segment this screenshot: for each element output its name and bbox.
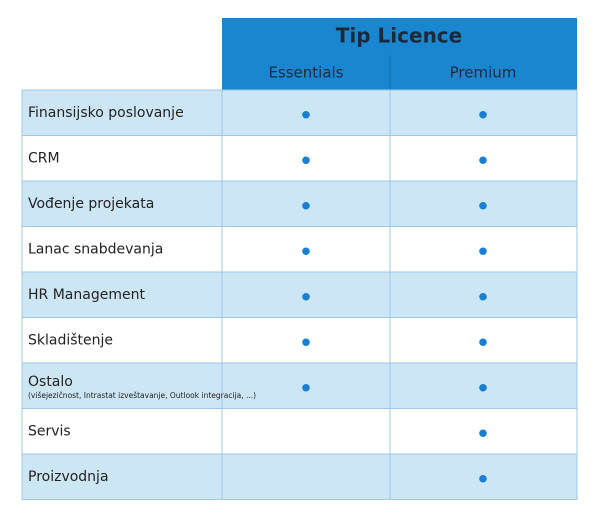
included-dot xyxy=(479,247,487,256)
row-background xyxy=(21,408,578,455)
row-background xyxy=(21,362,578,409)
included-dot xyxy=(479,474,487,483)
row-label: CRM xyxy=(28,150,60,166)
included-dot xyxy=(302,338,310,347)
row-label-main: Ostalo xyxy=(28,374,73,390)
included-dot xyxy=(302,383,310,392)
row-label: Lanac snabdevanja xyxy=(28,241,163,257)
included-dot xyxy=(479,110,487,119)
included-dot xyxy=(479,156,487,165)
row-label: Proizvodnja xyxy=(28,469,109,485)
included-dot xyxy=(302,110,310,119)
included-dot xyxy=(302,292,310,301)
included-dot xyxy=(479,292,487,301)
included-dot xyxy=(479,201,487,210)
included-dot xyxy=(479,383,487,392)
included-dot xyxy=(302,201,310,210)
column-header: Essentials xyxy=(268,64,343,82)
row-label: Vođenje projekata xyxy=(28,196,154,212)
included-dot xyxy=(302,156,310,165)
row-label: Ostalo xyxy=(28,374,73,390)
row-background xyxy=(21,135,578,182)
header-band xyxy=(222,18,577,90)
included-dot xyxy=(479,429,487,438)
included-dot xyxy=(302,247,310,256)
row-label: Skladištenje xyxy=(28,332,113,348)
row-label: Finansijsko poslovanje xyxy=(28,105,184,121)
row-label: HR Management xyxy=(28,287,145,303)
row-label: Servis xyxy=(28,423,71,439)
header-title: Tip Licence xyxy=(336,24,462,48)
included-dot xyxy=(479,338,487,347)
row-note: (višejezičnost, Intrastat izveštavanje, … xyxy=(28,391,256,400)
column-header: Premium xyxy=(450,64,517,82)
